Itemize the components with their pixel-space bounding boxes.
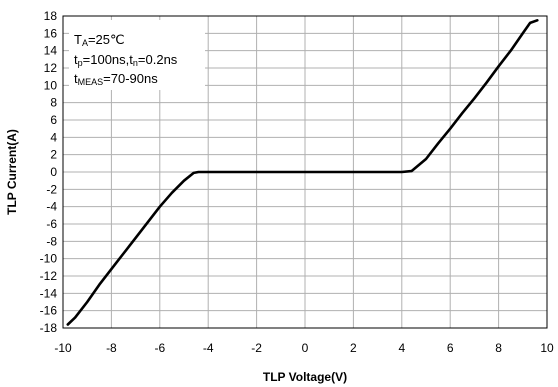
- x-tick-label: -2: [251, 341, 262, 355]
- y-tick-label: 0: [50, 165, 57, 179]
- x-tick-label: -10: [54, 341, 72, 355]
- y-tick-label: -16: [40, 304, 58, 318]
- y-tick-label: -2: [46, 182, 57, 196]
- y-tick-label: -6: [46, 217, 57, 231]
- x-tick-label: -8: [106, 341, 117, 355]
- x-tick-label: 6: [447, 341, 454, 355]
- y-tick-label: 2: [50, 148, 57, 162]
- annotation-box: TA=25℃ tp=100ns,tn=0.2ns tMEAS=70-90ns: [69, 20, 205, 90]
- x-tick-label: 4: [398, 341, 405, 355]
- plot-frame: [62, 15, 548, 329]
- y-tick-label: -14: [40, 286, 58, 300]
- annotation-pulse: tp=100ns,tn=0.2ns: [74, 52, 178, 68]
- annotation-measure: tMEAS=70-90ns: [74, 71, 158, 87]
- x-tick-label: -4: [203, 341, 214, 355]
- y-tick-label: -8: [46, 234, 57, 248]
- x-tick-label: 10: [540, 341, 554, 355]
- y-tick-label: -18: [40, 321, 58, 335]
- y-tick-label: 6: [50, 113, 57, 127]
- y-tick-label: 16: [44, 26, 58, 40]
- y-tick-label: 14: [44, 44, 58, 58]
- tick-labels: -10 -8 -6 -4 -2 0 2 4 6 8 10 18 16 14 12 10 8 6 4 2 0 -2 -4 -6 -…: [40, 9, 554, 355]
- x-tick-label: 0: [302, 341, 309, 355]
- x-tick-label: 2: [350, 341, 357, 355]
- series-line-0: [66, 18, 539, 326]
- y-tick-label: -4: [46, 200, 57, 214]
- annotation-temperature: TA=25℃: [74, 32, 125, 48]
- y-tick-label: 8: [50, 96, 57, 110]
- annotation-background: [69, 20, 205, 90]
- y-tick-label: 18: [44, 9, 58, 23]
- x-tick-label: 8: [495, 341, 502, 355]
- x-axis-title: TLP Voltage(V): [263, 370, 347, 384]
- y-tick-label: -12: [40, 269, 58, 283]
- y-tick-label: -10: [40, 252, 58, 266]
- x-tick-label: -6: [154, 341, 165, 355]
- series-layer: [66, 18, 539, 326]
- y-tick-label: 10: [44, 78, 58, 92]
- y-tick-label: 4: [50, 130, 57, 144]
- y-tick-label: 12: [44, 61, 58, 75]
- y-axis-title: TLP Current(A): [5, 129, 19, 215]
